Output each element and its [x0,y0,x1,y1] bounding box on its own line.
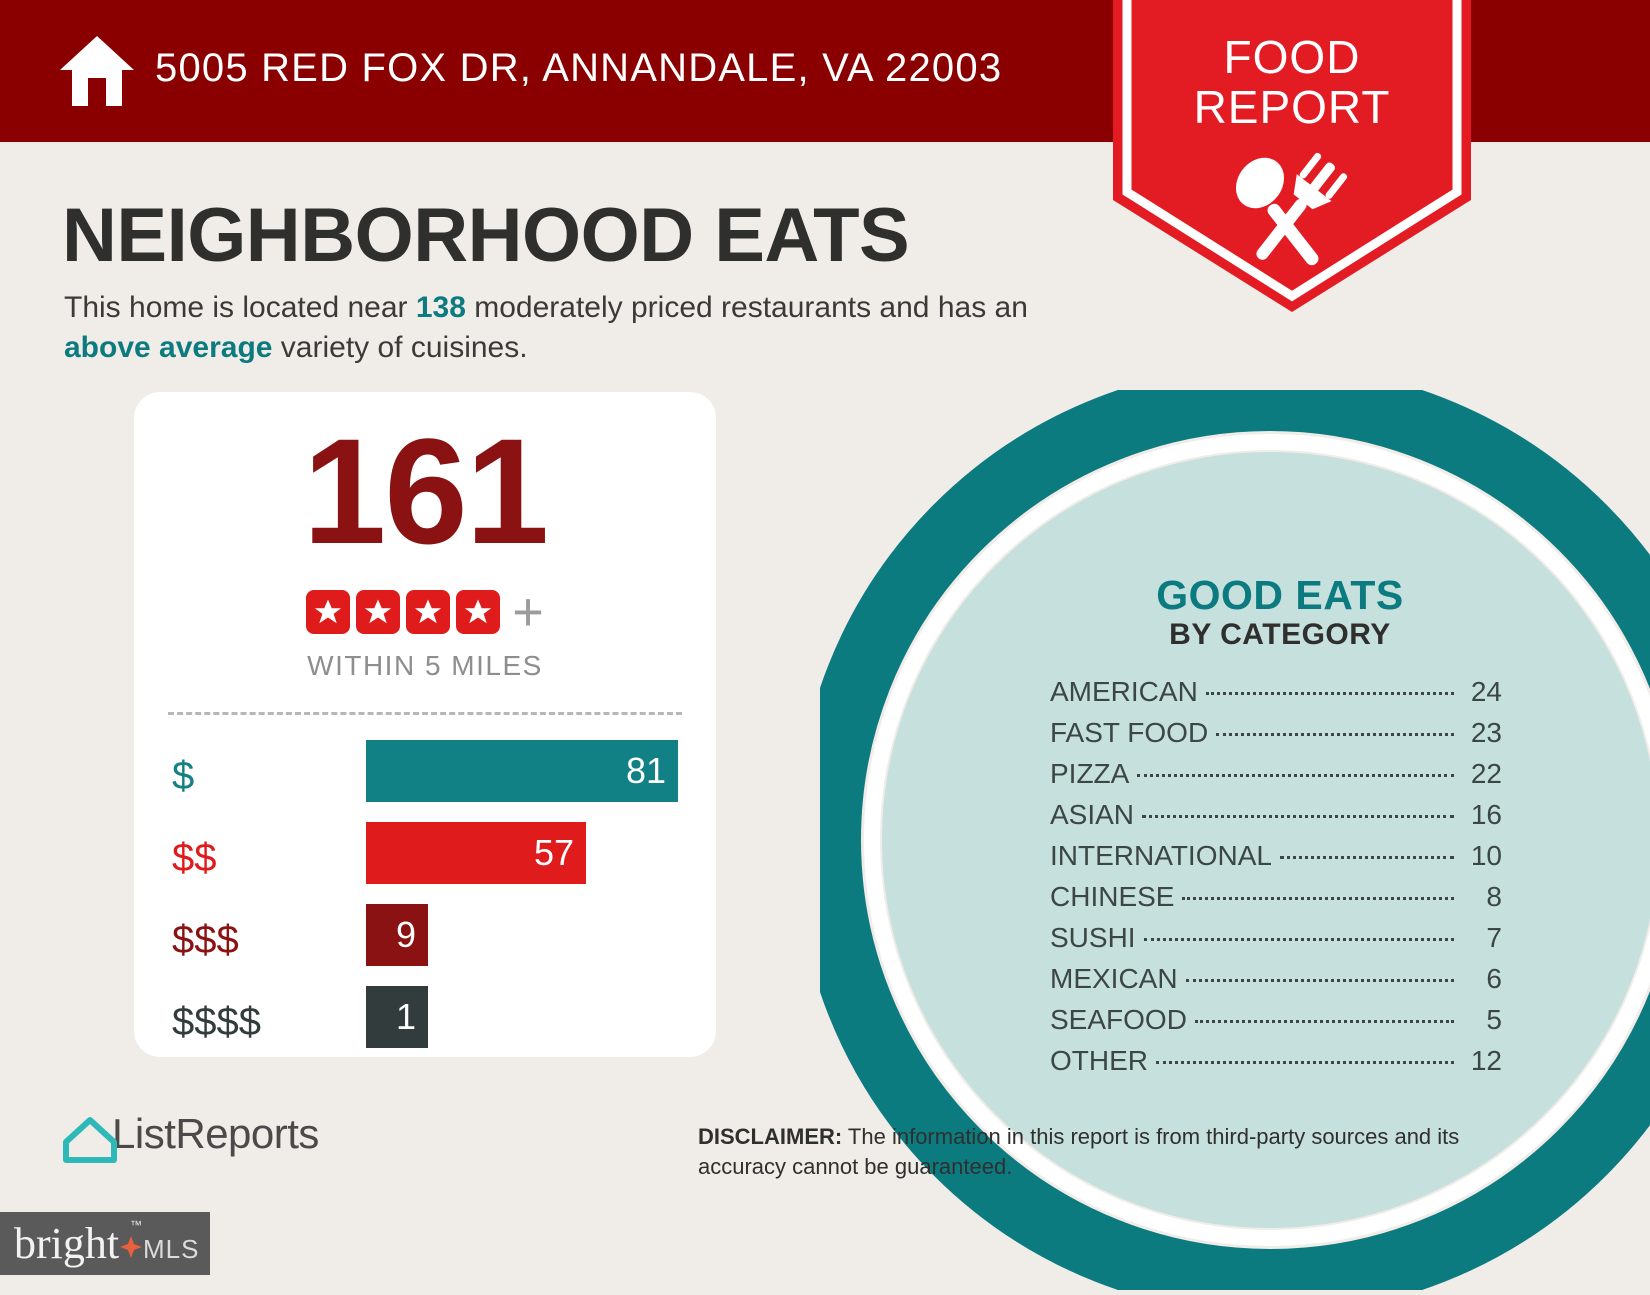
badge-shape [1113,0,1471,312]
bar-category-label: $$$$ [172,1000,261,1044]
bar-value-label: 9 [395,914,416,955]
bright-logo-text: bright [14,1219,120,1268]
leader-dots [1216,733,1454,736]
category-count: 6 [1486,963,1502,994]
leader-dots [1143,938,1454,941]
bar-track: 9 [366,904,678,966]
property-address: 5005 RED FOX DR, ANNANDALE, VA 22003 [155,46,1003,90]
category-name: SEAFOOD [1050,1004,1187,1035]
bar-track: 81 [366,740,678,802]
within-radius-label: WITHIN 5 MILES [307,650,543,681]
category-row: AMERICAN 24 [1050,676,1502,717]
good-eats-category-list: AMERICAN 24 FAST FOOD 23 PIZZA 22 ASIAN 16 INTER… [1050,676,1502,1086]
category-count: 8 [1486,881,1502,912]
category-row: MEXICAN 6 [1050,963,1502,1004]
subtitle-part-1: This home is located near [64,291,416,324]
listreports-logo-text: ListReports [112,1110,319,1157]
bar-value-label: 57 [533,832,574,873]
bar-value-label: 1 [395,996,416,1037]
bar-value-label: 81 [625,750,666,791]
spoon-fork-icon [1235,152,1348,266]
mls-logo-text: MLS [143,1234,200,1264]
category-name: PIZZA [1050,758,1130,789]
category-row: OTHER 12 [1050,1045,1502,1086]
leader-dots [1205,692,1454,695]
food-report-badge: FOOD REPORT [1113,0,1471,314]
page-title: NEIGHBORHOOD EATS [62,193,910,278]
leader-dots [1194,1020,1454,1023]
category-name: INTERNATIONAL [1050,840,1272,871]
category-name: AMERICAN [1050,676,1198,707]
category-count: 10 [1470,840,1502,871]
good-eats-subtitle: BY CATEGORY [1169,618,1391,651]
bar-track: 1 [366,986,678,1048]
page-subtitle: This home is located near 138 moderately… [64,288,1094,368]
bar-fill: 57 [366,822,586,884]
badge-line-2: REPORT [1193,81,1391,133]
leader-dots [1279,856,1454,859]
star-icon [306,590,351,634]
bright-mls-watermark: bright ™ MLS [0,1212,210,1275]
badge-line-1: FOOD [1223,31,1361,83]
category-row: SEAFOOD 5 [1050,1004,1502,1045]
card-divider [168,712,682,715]
bar-fill: 1 [366,986,428,1048]
restaurant-count: 161 [302,407,549,575]
trademark-symbol: ™ [130,1218,142,1232]
price-tier-card: 161 + WITHIN 5 MILES $81 $$ 57 $$$ 9 $$$$ 1 [134,392,716,1057]
good-eats-title: GOOD EATS [1156,572,1404,618]
subtitle-highlight-variety: above average [64,331,273,364]
category-count: 23 [1470,717,1502,748]
category-row: FAST FOOD 23 [1050,717,1502,758]
subtitle-highlight-count: 138 [415,291,466,324]
star-icon [356,590,401,634]
home-icon [60,36,134,106]
subtitle-part-3: variety of cuisines. [272,331,528,364]
category-row: ASIAN 16 [1050,799,1502,840]
category-count: 12 [1470,1045,1502,1076]
bar-track: 57 [366,822,678,884]
price-tier-bar-chart: $81 $$ 57 $$$ 9 $$$$ 1 [134,740,716,1068]
category-name: FAST FOOD [1050,717,1209,748]
leader-dots [1142,815,1454,818]
bar-row: $81 [134,740,716,812]
category-count: 16 [1470,799,1502,830]
category-row: CHINESE 8 [1050,881,1502,922]
bar-row: $$$ 9 [134,904,716,976]
category-name: OTHER [1050,1045,1148,1076]
category-row: PIZZA 22 [1050,758,1502,799]
bar-category-label: $$$ [172,918,239,962]
category-name: MEXICAN [1050,963,1178,994]
disclaimer-text: The information in this report is from t… [698,1124,1460,1179]
bar-category-label: $$ [172,836,217,880]
subtitle-part-2: moderately priced restaurants and has an [465,291,1028,324]
category-row: INTERNATIONAL 10 [1050,840,1502,881]
star-rating: + [134,582,716,642]
category-name: ASIAN [1050,799,1135,830]
leader-dots [1185,979,1454,982]
leader-dots [1156,1061,1454,1064]
star-icon [406,590,451,634]
star-plus-label: + [512,582,544,642]
category-count: 5 [1486,1004,1502,1035]
category-name: CHINESE [1050,881,1175,912]
bar-row: $$$$ 1 [134,986,716,1058]
category-count: 24 [1470,676,1502,707]
bar-fill: 9 [366,904,428,966]
category-count: 7 [1486,922,1502,953]
bar-category-label: $ [172,754,195,798]
disclaimer-label: DISCLAIMER: [698,1124,843,1149]
category-count: 22 [1470,758,1502,789]
bar-fill: 81 [366,740,678,802]
leader-dots [1182,897,1454,900]
category-row: SUSHI 7 [1050,922,1502,963]
spark-icon [120,1236,142,1258]
leader-dots [1137,774,1454,777]
category-name: SUSHI [1050,922,1136,953]
bar-row: $$ 57 [134,822,716,894]
star-icon [456,590,501,634]
badge-title: FOOD REPORT [1113,32,1471,132]
disclaimer: DISCLAIMER: The information in this repo… [698,1122,1508,1182]
listreports-house-icon [63,1117,117,1163]
